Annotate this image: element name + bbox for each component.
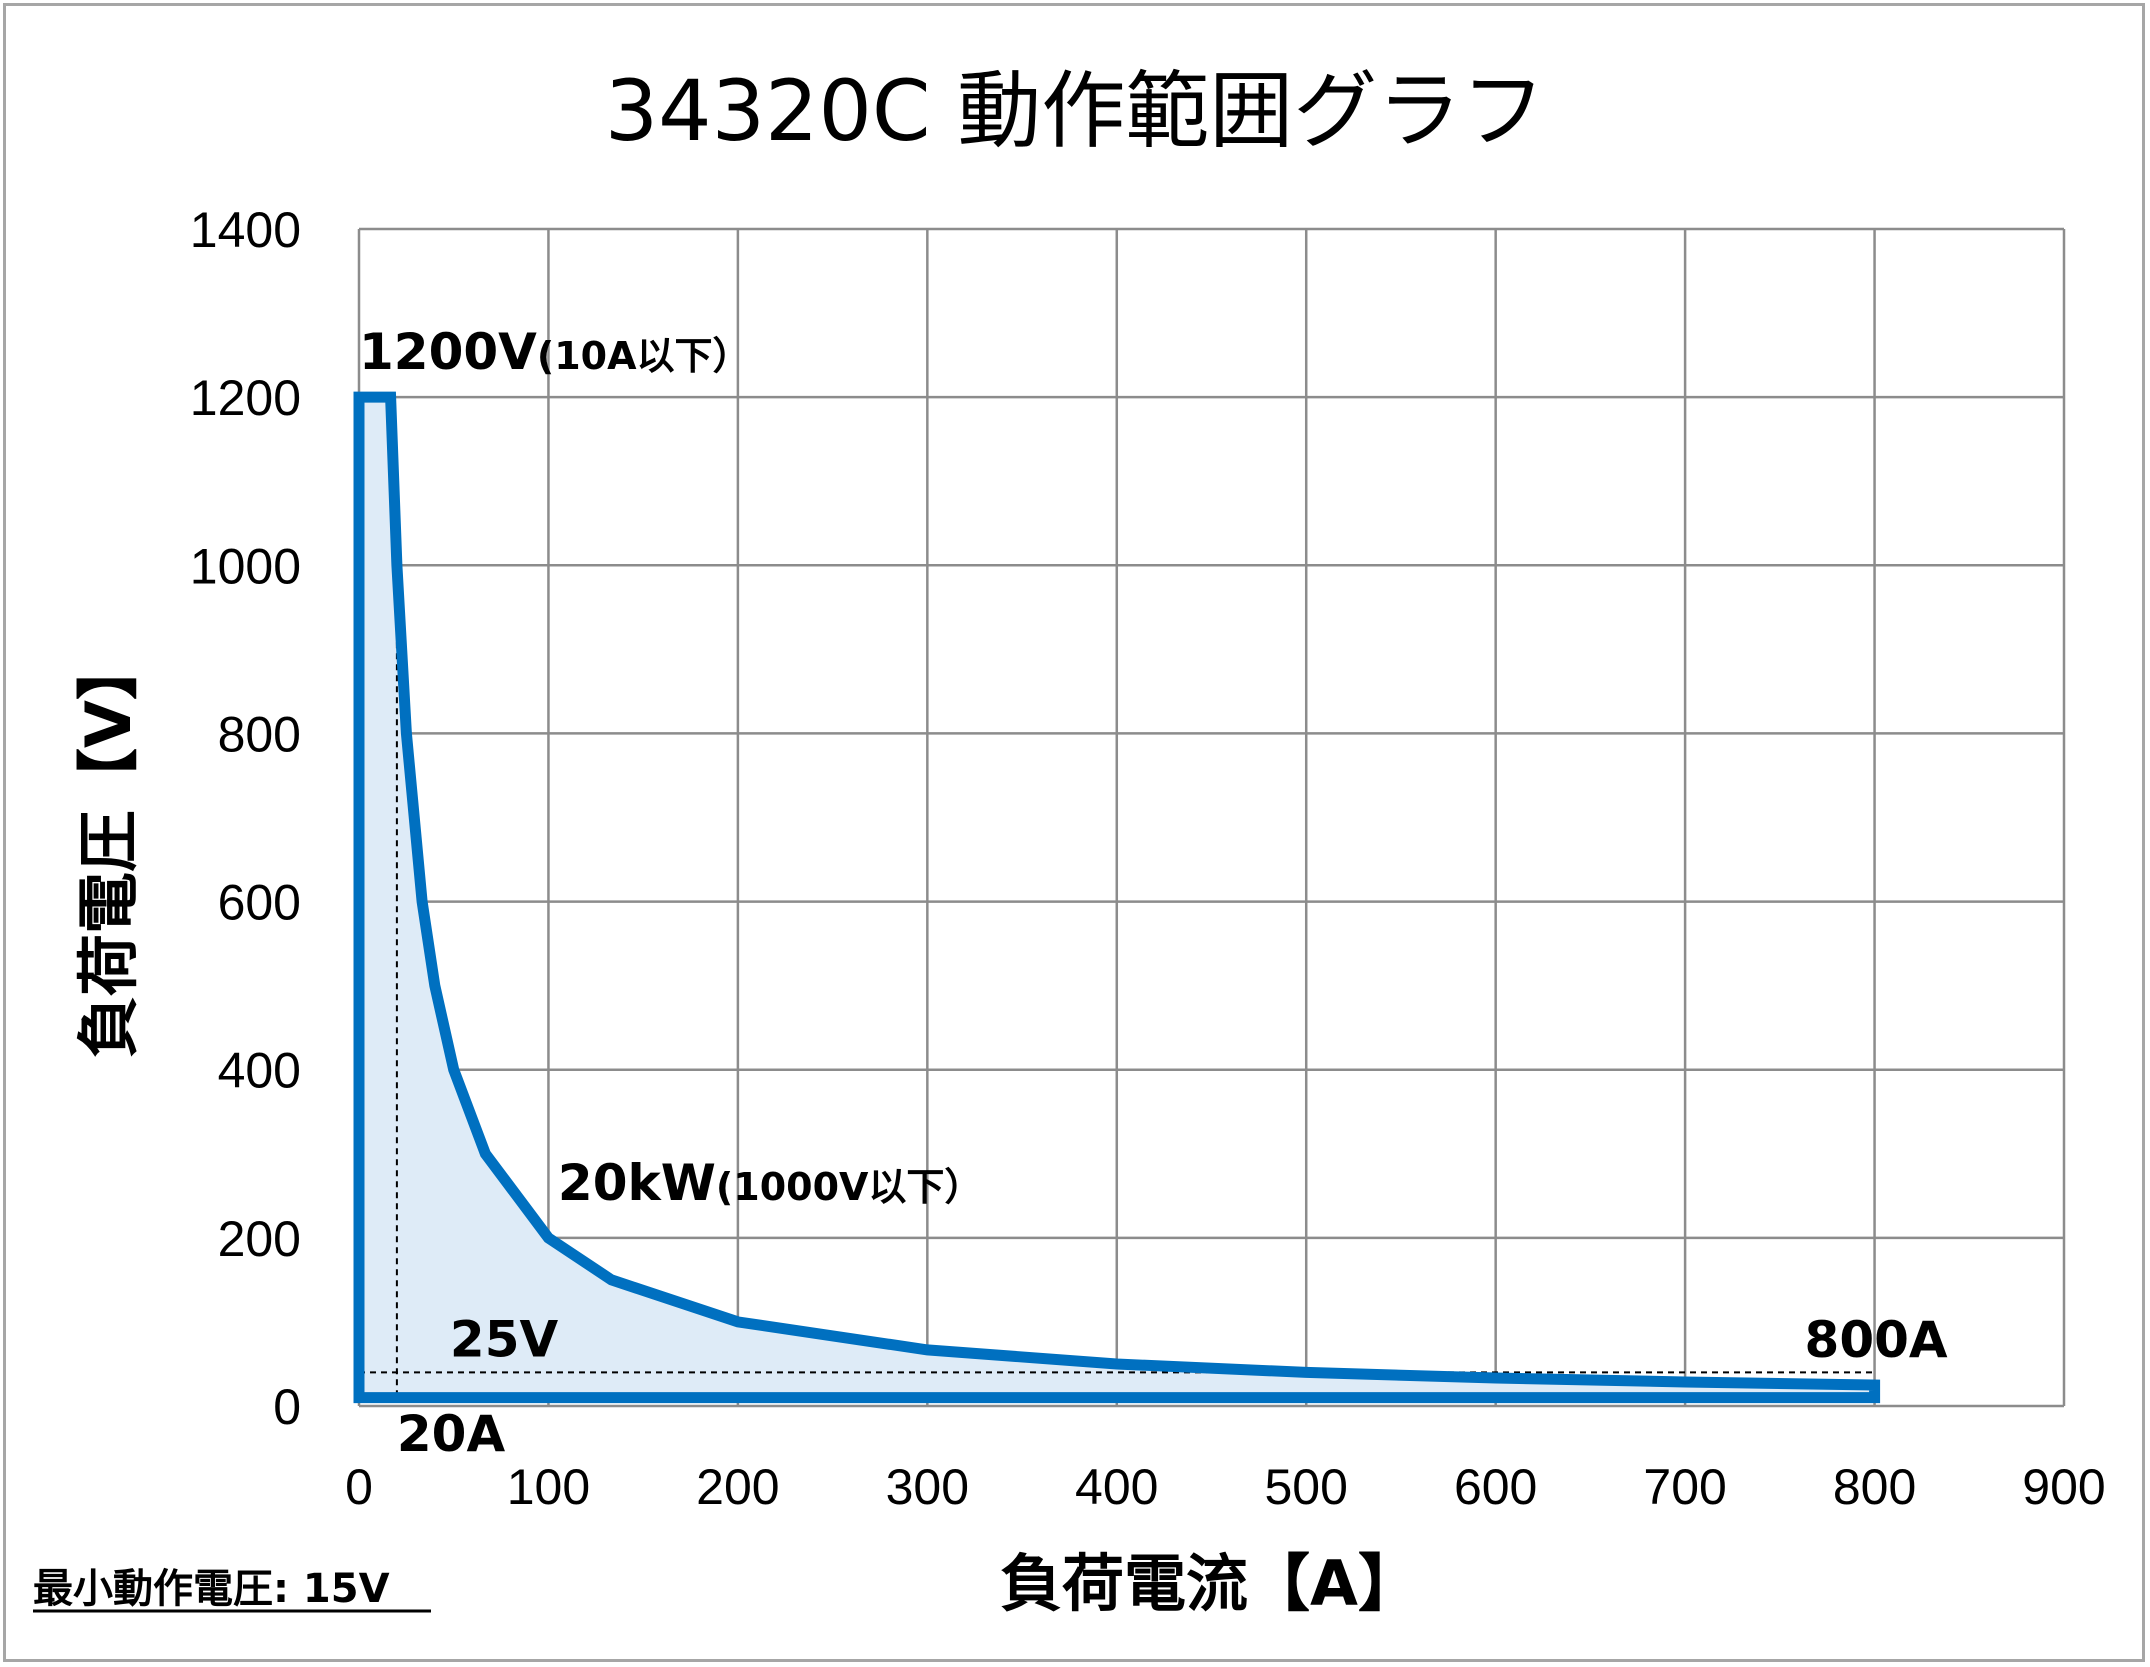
x-tick-label-1: 100 [507, 1459, 590, 1515]
footnote: 最小動作電圧: 15V [33, 1566, 390, 1612]
x-tick-label-3: 300 [886, 1459, 969, 1515]
x-tick-label-5: 500 [1265, 1459, 1348, 1515]
annotation-2: 25V [450, 1310, 559, 1368]
annotation-sub-text: (10A以下） [537, 334, 751, 378]
series-layer [353, 391, 1881, 1404]
x-tick-label-9: 900 [2022, 1459, 2105, 1515]
annotation-0: 1200V(10A以下） [359, 323, 751, 381]
annotation-sub-text: (1000V以下） [716, 1165, 983, 1209]
annotation-4: 800A [1805, 1311, 1948, 1369]
grid [357, 227, 2066, 1408]
y-tick-label-0: 0 [273, 1379, 301, 1435]
operating-area-fill [359, 397, 1875, 1398]
y-tick-label-2: 400 [218, 1043, 301, 1099]
annotation-main-text: 20A [397, 1405, 506, 1463]
y-tick-labels: 0 200 400 600 800 1000 1200 1400 [190, 202, 301, 1435]
annotation-main-text: 1200V [359, 323, 537, 381]
y-axis-label: 負荷電圧【V】 [72, 638, 145, 1058]
x-tick-label-2: 200 [696, 1459, 779, 1515]
annotations: 1200V(10A以下） 20kW(1000V以下） 25V 20A 800A [359, 323, 1948, 1463]
x-tick-label-4: 400 [1075, 1459, 1158, 1515]
x-axis-label: 負荷電流【A】 [1000, 1547, 1420, 1620]
x-tick-label-7: 700 [1643, 1459, 1726, 1515]
annotation-3: 20A [397, 1405, 506, 1463]
y-tick-label-4: 800 [218, 706, 301, 762]
area-layer [359, 397, 1875, 1398]
reference-lines [359, 565, 1875, 1398]
annotation-1: 20kW(1000V以下） [558, 1154, 983, 1212]
y-tick-label-7: 1400 [190, 202, 301, 258]
chart-title: 34320C 動作範囲グラフ [605, 62, 1546, 160]
annotation-main-text: 800A [1805, 1311, 1948, 1369]
annotation-main-text: 20kW [558, 1154, 716, 1212]
y-tick-label-3: 600 [218, 875, 301, 931]
y-tick-label-6: 1200 [190, 370, 301, 426]
operating-boundary-line [353, 391, 1881, 1404]
x-tick-label-8: 800 [1833, 1459, 1916, 1515]
y-tick-label-5: 1000 [190, 538, 301, 594]
x-tick-label-0: 0 [345, 1459, 373, 1515]
x-tick-labels: 0 100 200 300 400 500 600 700 800 900 [345, 1459, 2106, 1515]
y-tick-label-1: 200 [218, 1211, 301, 1267]
x-tick-label-6: 600 [1454, 1459, 1537, 1515]
annotation-main-text: 25V [450, 1310, 559, 1368]
